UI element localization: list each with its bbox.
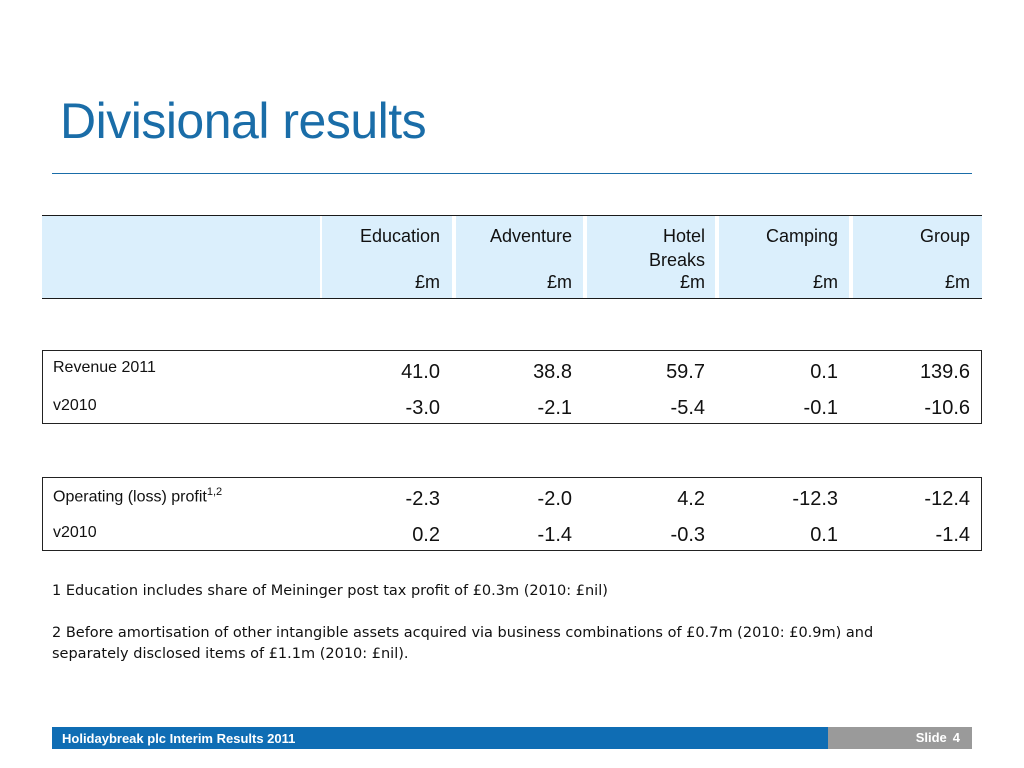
revenue-label: Revenue 2011	[53, 359, 156, 376]
column-adventure: Adventure £m	[452, 216, 572, 298]
header-fill	[587, 216, 715, 298]
header-fill	[456, 216, 583, 298]
column-name: Hotel Breaks	[648, 226, 705, 270]
slide-label: Slide	[915, 730, 947, 745]
operating-var-camping: 0.1	[810, 524, 838, 546]
column-unit: £m	[546, 272, 572, 292]
operating-var-group: -1.4	[935, 524, 970, 546]
revenue-var-camping: -0.1	[803, 397, 838, 419]
column-education: Education £m	[320, 216, 440, 298]
operating-var-hotel-breaks: -0.3	[670, 524, 705, 546]
revenue-var-group: -10.6	[924, 397, 970, 419]
header-fill	[719, 216, 849, 298]
page-title: Divisional results	[60, 93, 427, 149]
operating-label-text: Operating (loss) profit	[53, 488, 207, 506]
revenue-var-education: -3.0	[405, 397, 440, 419]
revenue-var-hotel-breaks: -5.4	[670, 397, 705, 419]
footer-bar: Holidaybreak plc Interim Results 2011	[52, 727, 828, 749]
column-unit: £m	[414, 272, 440, 292]
operating-adventure: -2.0	[537, 488, 572, 510]
revenue-hotel-breaks: 59.7	[666, 361, 705, 383]
slide-number-box: Slide 4	[828, 727, 972, 749]
footnote-reference: 1,2	[206, 486, 223, 498]
operating-var-education: 0.2	[412, 524, 440, 546]
revenue-variance-label: v2010	[53, 397, 97, 414]
revenue-camping: 0.1	[810, 361, 838, 383]
operating-group: -12.4	[924, 488, 970, 510]
column-name: Group	[919, 226, 970, 246]
revenue-group: 139.6	[919, 361, 970, 383]
header-fill	[42, 216, 320, 298]
operating-variance-label: v2010	[53, 524, 97, 541]
title-divider	[52, 173, 972, 174]
footnote-2: 2 Before amortisation of other intangibl…	[52, 625, 874, 662]
column-header-band: Education £m Adventure £m Hotel Breaks £…	[42, 215, 982, 299]
footer-text: Holidaybreak plc Interim Results 2011	[62, 731, 296, 746]
revenue-adventure: 38.8	[533, 361, 572, 383]
operating-hotel-breaks: 4.2	[677, 488, 705, 510]
column-unit: £m	[812, 272, 838, 292]
revenue-var-adventure: -2.1	[537, 397, 572, 419]
slide-indicator: Slide 4	[916, 730, 960, 745]
revenue-education: 41.0	[401, 361, 440, 383]
column-group: Group £m	[850, 216, 970, 298]
footnote-1: 1 Education includes share of Meininger …	[52, 583, 608, 599]
operating-profit-table: Operating (loss) profit1,2 -2.3 -2.0 4.2…	[42, 477, 982, 551]
operating-camping: -12.3	[792, 488, 838, 510]
column-name: Camping	[765, 226, 838, 246]
header-fill	[853, 216, 982, 298]
slide-number: 4	[952, 730, 960, 745]
column-unit: £m	[679, 272, 705, 292]
column-name: Adventure	[489, 226, 572, 246]
operating-label: Operating (loss) profit1,2	[53, 486, 222, 506]
column-camping: Camping £m	[718, 216, 838, 298]
operating-var-adventure: -1.4	[537, 524, 572, 546]
column-unit: £m	[944, 272, 970, 292]
column-hotel-breaks: Hotel Breaks £m	[585, 216, 705, 298]
header-fill	[322, 216, 452, 298]
revenue-table: Revenue 2011 41.0 38.8 59.7 0.1 139.6 v2…	[42, 350, 982, 424]
column-name: Education	[359, 226, 440, 246]
operating-education: -2.3	[405, 488, 440, 510]
